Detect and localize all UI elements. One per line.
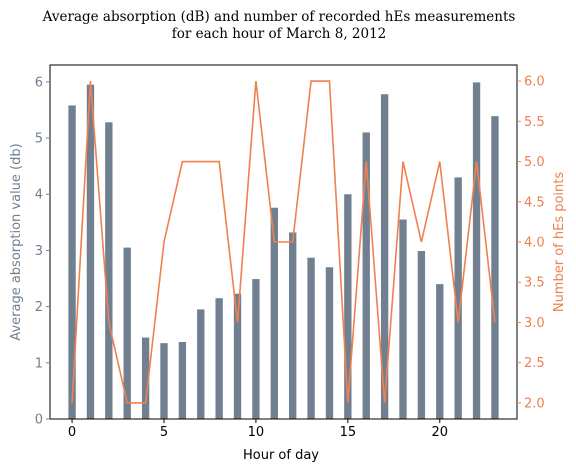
y-left-tick-label-0: 0 xyxy=(35,413,43,428)
bar-hour-21 xyxy=(454,177,462,419)
y-left-tick-label-3: 3 xyxy=(35,244,43,259)
bar-hour-22 xyxy=(472,82,481,420)
bar-hour-4 xyxy=(141,337,150,419)
x-tick-label-5: 5 xyxy=(160,425,168,440)
x-tick-label-10: 10 xyxy=(248,425,265,440)
bar-hour-14 xyxy=(325,267,334,419)
y-left-tick-label-5: 5 xyxy=(35,132,43,147)
bar-hour-20 xyxy=(436,284,444,419)
y-right-tick-label-4.5: 4.5 xyxy=(524,195,545,210)
bar-hour-5 xyxy=(160,343,168,419)
y-right-tick-label-4.0: 4.0 xyxy=(524,236,545,251)
plot-area: 0 5 10 15 20 0 1 2 3 4 5 6 2.0 2.5 3.0 3.5 4.0 4.5 5.0 5.5 6… xyxy=(35,64,545,440)
y-axis-label-right: Number of hEs points xyxy=(552,172,567,313)
x-tick-label-20: 20 xyxy=(432,425,449,440)
y-left-tick-label-6: 6 xyxy=(35,75,43,90)
bar-hour-6 xyxy=(178,342,187,419)
bar-hour-15 xyxy=(344,194,352,419)
bar-hour-1 xyxy=(86,84,95,420)
y-right-tick-label-3.0: 3.0 xyxy=(524,316,545,331)
y-left-tick-label-4: 4 xyxy=(35,188,43,203)
y-left-tick-label-1: 1 xyxy=(35,356,43,371)
x-axis-label: Hour of day xyxy=(243,448,319,463)
bar-hour-18 xyxy=(399,219,407,419)
bar-hour-17 xyxy=(380,94,389,419)
bar-hour-7 xyxy=(197,309,205,419)
bar-hour-2 xyxy=(105,122,113,420)
y-right-tick-label-2.5: 2.5 xyxy=(524,356,545,371)
bar-hour-13 xyxy=(307,257,315,419)
bar-hour-8 xyxy=(215,298,223,419)
x-tick-label-15: 15 xyxy=(340,425,357,440)
chart-title-line-1: Average absorption (dB) and number of re… xyxy=(42,9,516,25)
y-right-tick-label-2.0: 2.0 xyxy=(524,396,545,411)
bar-hour-19 xyxy=(417,250,426,419)
y-left-tick-label-2: 2 xyxy=(35,300,43,315)
y-axis-label-left: Average absorption value (db) xyxy=(9,143,24,340)
y-right-tick-label-3.5: 3.5 xyxy=(524,276,545,291)
y-right-tick-label-5.5: 5.5 xyxy=(524,115,545,130)
chart-title-line-2: for each hour of March 8, 2012 xyxy=(172,26,387,42)
bar-hour-12 xyxy=(289,232,297,419)
bar-hour-10 xyxy=(252,279,260,419)
bar-hour-9 xyxy=(233,293,242,419)
bar-hour-0 xyxy=(68,105,76,419)
bar-hour-16 xyxy=(362,132,370,419)
x-tick-label-0: 0 xyxy=(68,425,76,440)
bar-hour-11 xyxy=(270,207,278,419)
hes-points-line xyxy=(71,80,496,404)
bar-hour-3 xyxy=(123,247,131,419)
y-right-tick-label-6.0: 6.0 xyxy=(524,75,545,90)
bar-hour-23 xyxy=(491,116,499,419)
y-right-tick-label-5.0: 5.0 xyxy=(524,155,545,170)
